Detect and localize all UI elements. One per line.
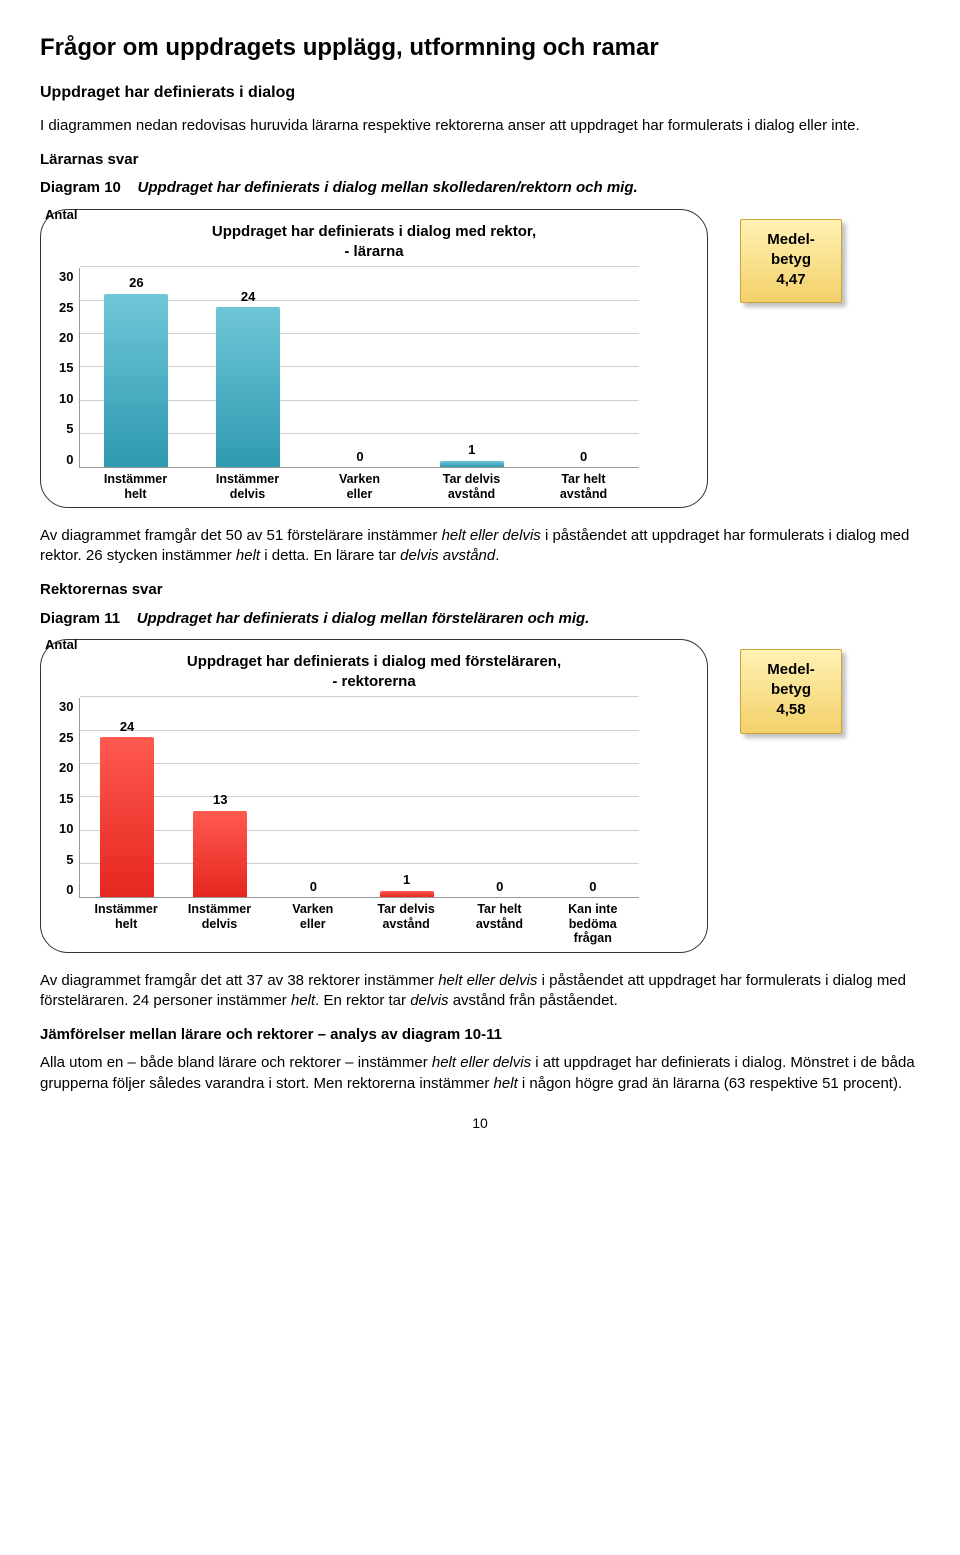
bar-value-label: 0	[356, 448, 363, 466]
diagram-10-caption: Diagram 10 Uppdraget har definierats i d…	[40, 178, 920, 198]
paragraph-after-chart2: Av diagrammet framgår det att 37 av 38 r…	[40, 971, 920, 1012]
y-tick: 10	[59, 820, 73, 838]
y-tick: 0	[66, 881, 73, 899]
diagram-11-chart: AntalUppdraget har definierats i dialog …	[40, 639, 708, 953]
x-axis: InstämmerheltInstämmerdelvisVarkenellerT…	[79, 472, 639, 501]
y-axis-unit: Antal	[45, 206, 78, 224]
compare-paragraph: Alla utom en – både bland lärare och rek…	[40, 1053, 920, 1094]
bar-rect	[440, 461, 504, 468]
bar: 0	[546, 698, 639, 897]
diagram-10-chart: AntalUppdraget har definierats i dialog …	[40, 209, 708, 508]
y-tick: 15	[59, 359, 73, 377]
compare-heading: Jämförelser mellan lärare och rektorer –…	[40, 1025, 920, 1045]
badge-label: Medel-betyg	[749, 660, 833, 701]
bar-rect	[193, 811, 247, 898]
x-tick-label: Instämmerhelt	[79, 902, 172, 945]
bar: 1	[360, 698, 453, 897]
diagram-11-number: Diagram 11	[40, 610, 120, 627]
y-tick: 5	[66, 851, 73, 869]
y-tick: 30	[59, 268, 73, 286]
diagram-10-badge: Medel-betyg 4,47	[740, 219, 842, 304]
x-tick-label: Instämmerdelvis	[173, 902, 266, 945]
teachers-section-label: Lärarnas svar	[40, 150, 920, 170]
bar: 24	[80, 698, 173, 897]
page-number: 10	[40, 1114, 920, 1133]
x-tick-label: Kan intebedöma frågan	[546, 902, 639, 945]
bar: 26	[80, 268, 192, 467]
y-tick: 5	[66, 420, 73, 438]
bar-value-label: 1	[403, 871, 410, 889]
gridline	[80, 696, 639, 697]
bar: 1	[416, 268, 528, 467]
bar-rect	[104, 294, 168, 467]
plot-area: 24 13 0 1 0 0	[79, 698, 639, 898]
diagram-11-caption: Diagram 11 Uppdraget har definierats i d…	[40, 609, 920, 629]
y-tick: 25	[59, 729, 73, 747]
page-title: Frågor om uppdragets upplägg, utformning…	[40, 32, 920, 64]
diagram-11-text: Uppdraget har definierats i dialog mella…	[137, 610, 590, 627]
bar: 0	[267, 698, 360, 897]
bar-value-label: 13	[213, 791, 227, 809]
diagram-11-badge: Medel-betyg 4,58	[740, 649, 842, 734]
diagram-10-row: AntalUppdraget har definierats i dialog …	[40, 209, 920, 508]
badge-value: 4,47	[749, 270, 833, 290]
paragraph-after-chart1: Av diagrammet framgår det 50 av 51 först…	[40, 526, 920, 567]
bar: 13	[174, 698, 267, 897]
badge-value: 4,58	[749, 700, 833, 720]
x-tick-label: Varkeneller	[303, 472, 415, 501]
intro-paragraph: I diagrammen nedan redovisas huruvida lä…	[40, 116, 920, 136]
bar: 0	[304, 268, 416, 467]
x-tick-label: Tar delvisavstånd	[415, 472, 527, 501]
bar-value-label: 26	[129, 274, 143, 292]
chart-title: Uppdraget har definierats i dialog med f…	[59, 652, 689, 693]
y-tick: 10	[59, 390, 73, 408]
y-tick: 15	[59, 790, 73, 808]
y-tick: 30	[59, 698, 73, 716]
chart-title: Uppdraget har definierats i dialog med r…	[59, 222, 689, 263]
diagram-10-number: Diagram 10	[40, 179, 121, 196]
bar-value-label: 24	[120, 718, 134, 736]
x-tick-label: Instämmerdelvis	[191, 472, 303, 501]
gridline	[80, 266, 639, 267]
bar-rect	[100, 737, 154, 897]
x-tick-label: Tar heltavstånd	[453, 902, 546, 945]
bar-value-label: 0	[589, 878, 596, 896]
x-tick-label: Instämmerhelt	[79, 472, 191, 501]
subheading: Uppdraget har definierats i dialog	[40, 82, 920, 104]
bar-value-label: 24	[241, 288, 255, 306]
bar-rect	[216, 307, 280, 467]
rectors-section-label: Rektorernas svar	[40, 580, 920, 600]
bar: 0	[453, 698, 546, 897]
bar: 0	[528, 268, 640, 467]
bar-value-label: 0	[310, 878, 317, 896]
diagram-11-row: AntalUppdraget har definierats i dialog …	[40, 639, 920, 953]
bar: 24	[192, 268, 304, 467]
y-axis: 30 25 20 15 10 5 0	[59, 268, 79, 468]
x-tick-label: Tar delvisavstånd	[359, 902, 452, 945]
x-tick-label: Tar heltavstånd	[527, 472, 639, 501]
bar-value-label: 0	[496, 878, 503, 896]
y-tick: 0	[66, 451, 73, 469]
bar-rect	[380, 891, 434, 898]
badge-label: Medel-betyg	[749, 230, 833, 271]
y-axis-unit: Antal	[45, 636, 78, 654]
y-tick: 20	[59, 329, 73, 347]
x-tick-label: Varkeneller	[266, 902, 359, 945]
x-axis: InstämmerheltInstämmerdelvisVarkenellerT…	[79, 902, 639, 945]
diagram-10-text: Uppdraget har definierats i dialog mella…	[138, 179, 638, 196]
bar-value-label: 1	[468, 441, 475, 459]
y-tick: 20	[59, 759, 73, 777]
y-axis: 30 25 20 15 10 5 0	[59, 698, 79, 898]
bar-value-label: 0	[580, 448, 587, 466]
plot-area: 26 24 0 1 0	[79, 268, 639, 468]
y-tick: 25	[59, 299, 73, 317]
